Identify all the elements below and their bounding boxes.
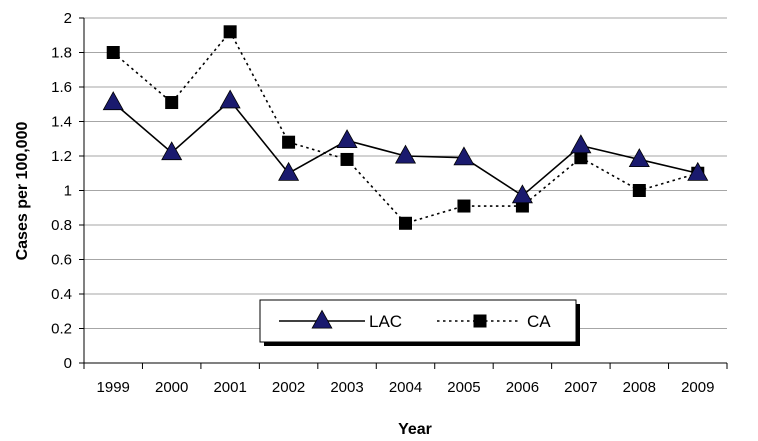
- data-point: [394, 144, 417, 164]
- series-ca: [106, 25, 705, 230]
- y-tick-labels: 0 0.2 0.4 0.6 0.8 1 1.2 1.4 1.6 1.8 2: [51, 10, 72, 372]
- x-tick-label: 2004: [389, 379, 422, 396]
- y-tick-label: 0.2: [51, 321, 72, 338]
- x-tick-label: 2009: [681, 379, 714, 396]
- axes: [79, 17, 728, 369]
- legend-items: LAC CA: [279, 309, 551, 331]
- x-axis-title: Year: [398, 421, 432, 438]
- data-point: [687, 161, 709, 181]
- y-tick-label: 1.2: [51, 148, 72, 165]
- series-group: [102, 25, 709, 230]
- y-tick-label: 0: [64, 355, 72, 372]
- x-tick-labels: 1999 2000 2001 2002 2003 2004 2005 2006 2007 2008…: [97, 379, 715, 396]
- data-point: [570, 134, 592, 154]
- gridlines: [84, 17, 727, 329]
- y-tick-label: 0.4: [51, 286, 72, 303]
- data-point: [399, 216, 412, 230]
- y-tick-label: 1.6: [51, 79, 72, 96]
- legend-label: CA: [527, 312, 551, 331]
- y-tick-label: 0.8: [51, 217, 72, 234]
- y-tick-label: 1.8: [51, 45, 72, 62]
- data-point: [628, 148, 650, 167]
- data-point: [161, 141, 183, 161]
- legend-label: LAC: [369, 312, 402, 331]
- data-point: [219, 89, 241, 109]
- data-point: [336, 129, 358, 149]
- legend-item-lac: LAC: [279, 309, 402, 331]
- data-point: [102, 91, 124, 111]
- y-tick-label: 0.6: [51, 252, 72, 269]
- data-point: [511, 184, 533, 204]
- legend-marker: [311, 309, 333, 329]
- series-line-ca: [112, 30, 698, 225]
- data-point: [106, 46, 120, 59]
- y-tick-label: 1.4: [51, 114, 72, 131]
- series-lac: [102, 89, 709, 204]
- data-point: [278, 161, 300, 181]
- data-point: [340, 152, 354, 166]
- x-tick-label: 2001: [213, 379, 246, 396]
- data-point: [574, 151, 588, 165]
- x-tick-label: 2008: [623, 379, 656, 396]
- data-point: [165, 96, 179, 110]
- x-tick-label: 2006: [506, 379, 539, 396]
- data-point: [453, 146, 475, 166]
- x-tick-label: 2005: [447, 379, 480, 396]
- data-point: [632, 184, 646, 197]
- legend-item-ca: CA: [437, 312, 551, 331]
- y-axis-title: Cases per 100,000: [14, 122, 31, 261]
- y-tick-label: 1: [64, 183, 72, 200]
- x-tick-label: 2003: [330, 379, 363, 396]
- y-tick-label: 2: [64, 10, 72, 27]
- legend-marker: [473, 314, 487, 328]
- x-tick-label: 2000: [155, 379, 188, 396]
- data-point: [457, 199, 471, 213]
- x-tick-label: 2007: [564, 379, 597, 396]
- data-point: [223, 25, 237, 39]
- x-tick-label: 2002: [272, 379, 305, 396]
- x-tick-label: 1999: [97, 379, 130, 396]
- data-point: [282, 135, 296, 149]
- legend: LAC CA: [259, 299, 580, 346]
